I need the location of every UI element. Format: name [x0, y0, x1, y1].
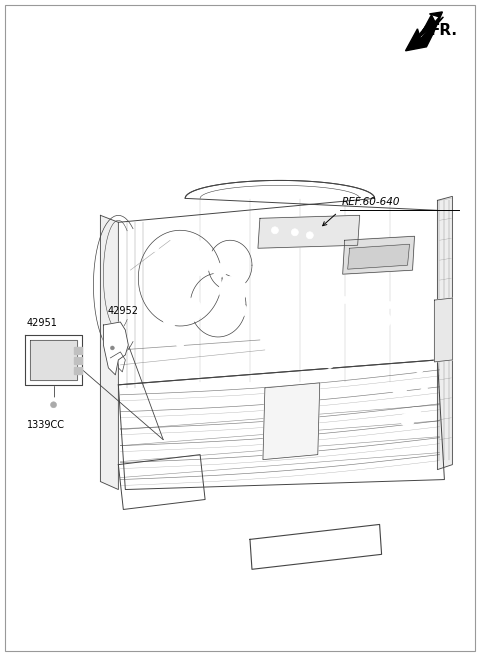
- Circle shape: [177, 342, 184, 348]
- Circle shape: [50, 401, 57, 408]
- Circle shape: [271, 227, 278, 234]
- Text: 42951: 42951: [26, 318, 58, 328]
- Text: 42952: 42952: [108, 306, 138, 316]
- Polygon shape: [408, 15, 444, 49]
- Polygon shape: [24, 335, 83, 385]
- Circle shape: [411, 346, 418, 354]
- Circle shape: [177, 240, 213, 276]
- Text: FR.: FR.: [430, 23, 457, 38]
- Circle shape: [372, 343, 386, 357]
- Circle shape: [266, 312, 274, 319]
- Polygon shape: [30, 340, 77, 380]
- Circle shape: [326, 361, 333, 369]
- Circle shape: [401, 306, 408, 314]
- Circle shape: [306, 232, 313, 239]
- Circle shape: [219, 276, 247, 304]
- Polygon shape: [74, 347, 83, 354]
- Circle shape: [323, 323, 336, 337]
- Circle shape: [110, 346, 114, 350]
- Polygon shape: [258, 215, 360, 248]
- Circle shape: [209, 346, 216, 354]
- Circle shape: [256, 297, 264, 304]
- Polygon shape: [434, 298, 452, 362]
- Circle shape: [108, 343, 117, 353]
- Circle shape: [163, 313, 177, 327]
- Circle shape: [47, 398, 60, 412]
- Circle shape: [378, 313, 392, 327]
- Circle shape: [386, 302, 393, 308]
- Circle shape: [213, 263, 227, 277]
- Circle shape: [341, 297, 348, 304]
- Circle shape: [192, 346, 199, 354]
- Polygon shape: [103, 322, 128, 375]
- Polygon shape: [348, 244, 409, 269]
- Circle shape: [152, 245, 159, 252]
- Polygon shape: [406, 12, 443, 51]
- Circle shape: [326, 292, 333, 298]
- Text: REF.60-640: REF.60-640: [342, 197, 400, 207]
- Polygon shape: [119, 360, 444, 489]
- Circle shape: [306, 356, 313, 363]
- Circle shape: [168, 283, 182, 297]
- Circle shape: [421, 386, 428, 394]
- Circle shape: [254, 327, 262, 333]
- Circle shape: [400, 413, 415, 426]
- Circle shape: [416, 367, 423, 373]
- Circle shape: [233, 303, 247, 317]
- Polygon shape: [74, 367, 83, 374]
- Circle shape: [408, 408, 421, 422]
- Polygon shape: [119, 455, 205, 510]
- Circle shape: [157, 227, 164, 234]
- Circle shape: [162, 252, 168, 258]
- Polygon shape: [263, 383, 320, 460]
- Circle shape: [346, 356, 353, 363]
- Polygon shape: [343, 236, 415, 274]
- Circle shape: [406, 327, 413, 333]
- Polygon shape: [100, 215, 119, 489]
- Circle shape: [393, 383, 407, 397]
- Polygon shape: [250, 524, 382, 569]
- Polygon shape: [437, 196, 452, 470]
- Polygon shape: [119, 180, 437, 390]
- Polygon shape: [74, 357, 83, 364]
- Circle shape: [291, 229, 299, 236]
- Circle shape: [178, 298, 202, 322]
- Circle shape: [145, 222, 152, 229]
- Text: 1339CC: 1339CC: [26, 420, 65, 430]
